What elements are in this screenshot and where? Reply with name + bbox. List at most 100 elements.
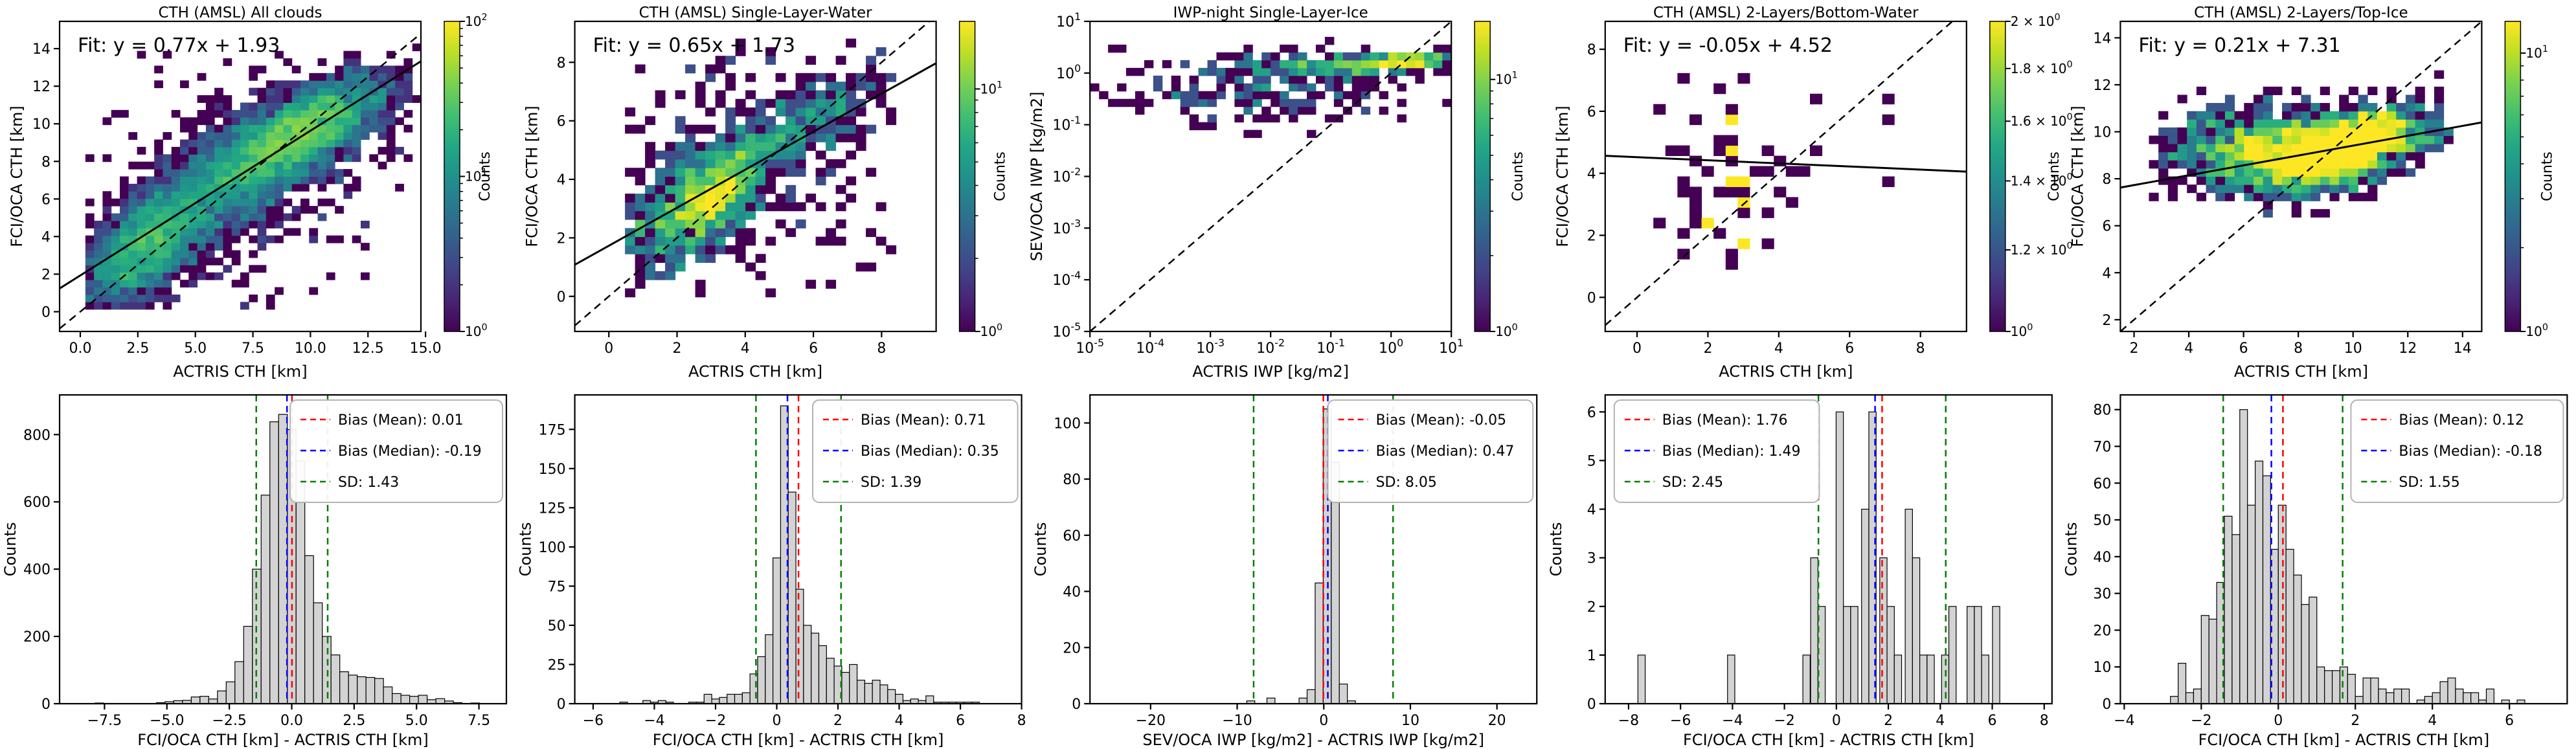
- histogram-bar: [703, 693, 712, 704]
- plot-border: [2119, 394, 2568, 705]
- y-tick-label: 80: [1063, 472, 1081, 488]
- y-tick-label: 200: [23, 629, 51, 645]
- y-tick-label: 14: [2093, 30, 2111, 47]
- histogram-bar: [1306, 689, 1316, 704]
- plot-border: [1604, 394, 2053, 705]
- fit-equation-label: Fit: y = -0.05x + 4.52: [1623, 34, 1833, 57]
- x-tick-label: −2.5: [212, 713, 246, 729]
- y-tick-label: 40: [1063, 585, 1081, 601]
- x-tick-label: 2: [2351, 713, 2360, 729]
- x-tick-label: 12: [2399, 341, 2417, 357]
- histogram-bar: [849, 664, 858, 704]
- x-tick-label: −2: [705, 713, 726, 729]
- colorbar-tick-label: 1.8 × 100: [2011, 60, 2073, 76]
- histogram-bar: [741, 692, 751, 704]
- y-tick-label: 20: [1063, 640, 1081, 656]
- histogram-bar: [1886, 606, 1895, 704]
- colorbar-tick-label: 1.2 × 100: [2011, 241, 2073, 258]
- x-tick-label: 2.5: [126, 341, 149, 357]
- histogram-bar: [269, 421, 279, 704]
- histogram-bar: [749, 673, 758, 704]
- panel-top-4: 0 2 4 6 8 0 2 4 6 8 CTH (AMSL) 2-Layers/Bottom-Wat…: [1554, 5, 2073, 381]
- colorbar: [1474, 21, 1491, 332]
- y-tick-label: 125: [539, 500, 566, 517]
- colorbar-tick-label: 101: [1495, 71, 1518, 87]
- x-tick-label: 7.5: [468, 713, 490, 729]
- histogram-bar: [339, 671, 349, 704]
- colorbar-label: Counts: [477, 151, 493, 201]
- histogram-bar: [787, 491, 797, 704]
- histogram-bar: [199, 695, 209, 704]
- y-axis-label: Counts: [517, 522, 535, 577]
- x-axis-label: ACTRIS CTH [km]: [2234, 363, 2368, 381]
- histogram-bar: [2301, 604, 2310, 704]
- histogram-bar: [1835, 411, 1844, 704]
- histogram-bar: [2393, 688, 2402, 704]
- y-axis-label: FCI/OCA CTH [km]: [2068, 106, 2086, 247]
- histogram-bar: [734, 693, 743, 704]
- x-tick-label: 6: [1845, 341, 1854, 357]
- x-tick-label: 2: [833, 713, 842, 729]
- legend-median-label: Bias (Median): 0.35: [861, 443, 999, 460]
- histogram-bar: [803, 625, 812, 704]
- fit-equation-label: Fit: y = 0.21x + 7.31: [2138, 34, 2340, 57]
- histogram-bar: [2200, 615, 2209, 704]
- histogram-bar: [357, 676, 367, 704]
- histogram-bar: [2424, 696, 2433, 704]
- histogram-bar: [1893, 654, 1903, 704]
- histogram-bar: [2362, 677, 2371, 704]
- legend: Bias (Mean): -0.05 Bias (Median): 0.47 SD:…: [1327, 399, 1534, 503]
- x-tick-label: 8: [2040, 713, 2049, 729]
- legend: Bias (Mean): 0.12 Bias (Median): -0.18 SD:…: [2350, 399, 2564, 503]
- histogram-bar: [2447, 677, 2456, 704]
- histogram-bar: [1992, 606, 2000, 704]
- y-tick-label: 10-5: [1052, 320, 1081, 341]
- legend-sd-label: SD: 1.39: [861, 475, 921, 491]
- histogram-bar: [2370, 677, 2379, 704]
- histogram-bar: [856, 680, 865, 704]
- y-tick-label: 10: [2093, 660, 2111, 676]
- y-tick-label: 100: [1054, 416, 1081, 432]
- histogram-bar: [1315, 582, 1324, 704]
- histogram-bar: [2339, 666, 2348, 704]
- y-tick-label: 150: [539, 462, 566, 478]
- histogram-bar: [887, 689, 896, 704]
- x-tick-label: 4: [2184, 341, 2193, 357]
- legend-median-label: Bias (Median): -0.19: [338, 443, 482, 460]
- panel-title: CTH (AMSL) 2-Layers/Bottom-Water: [1653, 5, 1919, 21]
- histogram-bar: [2463, 692, 2472, 704]
- histogram-bar: [2401, 688, 2410, 704]
- y-tick-label: 4: [41, 229, 51, 245]
- histogram-bar: [2170, 696, 2179, 704]
- y-tick-label: 0: [2102, 697, 2111, 713]
- histogram-bar: [826, 658, 835, 704]
- y-tick-label: 400: [23, 562, 51, 578]
- legend: Bias (Mean): 0.71 Bias (Median): 0.35 SD: …: [812, 399, 1019, 503]
- y-tick-label: 40: [2093, 550, 2111, 566]
- x-tick-label: 8: [1916, 341, 1925, 357]
- x-axis-label: ACTRIS CTH [km]: [688, 363, 822, 381]
- x-tick-label: 0: [1832, 713, 1841, 729]
- legend: Bias (Mean): 1.76 Bias (Median): 1.49 SD: …: [1613, 399, 1820, 503]
- legend-mean-label: Bias (Mean): 0.12: [2399, 412, 2524, 429]
- plot-border: [58, 394, 508, 705]
- y-tick-label: 6: [1587, 405, 1596, 421]
- y-axis-label: FCI/OCA CTH [km]: [1554, 106, 1572, 247]
- histogram-bar: [2432, 692, 2441, 704]
- plot-border: [574, 394, 1022, 705]
- y-axis-label: Counts: [1, 522, 19, 577]
- histogram-bar: [2224, 515, 2233, 704]
- histogram-bar: [1298, 697, 1308, 704]
- x-tick-label: 6: [2505, 713, 2514, 729]
- colorbar: [1989, 21, 2006, 332]
- histogram-bar: [1879, 557, 1888, 704]
- y-tick-label: 20: [2093, 623, 2111, 639]
- panel-bottom-1: −7.5 −5.0 −2.5 0.0 2.5 5.0 7.5 0 200 400 600 800 FCI…: [1, 394, 508, 749]
- panel-title: CTH (AMSL) Single-Layer-Water: [639, 5, 873, 21]
- fit-equation-label: Fit: y = 0.65x + 1.73: [593, 34, 795, 57]
- x-tick-label: 14: [2454, 341, 2472, 357]
- x-axis-label: ACTRIS IWP [kg/m2]: [1192, 363, 1349, 381]
- panel-title: CTH (AMSL) All clouds: [158, 5, 322, 21]
- y-tick-label: 6: [2102, 219, 2111, 235]
- legend-median-label: Bias (Median): 1.49: [1662, 443, 1801, 460]
